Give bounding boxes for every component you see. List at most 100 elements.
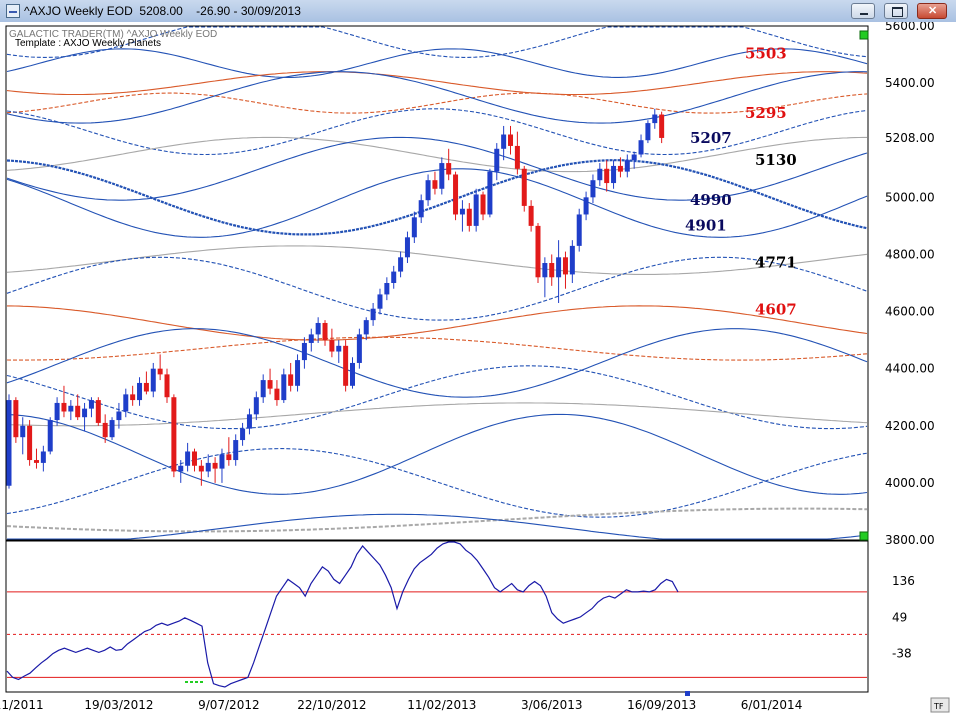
candle [384, 277, 390, 301]
tf-badge[interactable] [930, 697, 950, 713]
candle [659, 111, 665, 144]
date-tick-label: 28/11/2011 [0, 698, 44, 712]
cycle-line [6, 108, 868, 156]
date-axis: 28/11/2011 19/03/2012 9/07/2012 22/10/2012 1… [0, 698, 802, 712]
cycle-line [6, 168, 868, 238]
level-labels: 5503 5295 5207 5130 4990 4901 4771 4607 [685, 45, 797, 319]
candle [329, 328, 335, 358]
close-icon[interactable] [917, 3, 947, 19]
candle [480, 191, 486, 221]
candle [267, 368, 273, 395]
candle [102, 414, 108, 443]
candle [68, 400, 74, 421]
candle [6, 394, 12, 489]
candle [13, 397, 19, 443]
price-tick-label: 4600.00 [885, 305, 935, 319]
candle [391, 265, 397, 289]
candle [212, 457, 218, 483]
candle [33, 448, 39, 469]
bottom-scroll-marker-icon[interactable] [859, 531, 869, 541]
price-tick-label: 4200.00 [885, 419, 935, 433]
candle [597, 163, 603, 186]
candle [61, 385, 67, 418]
candle [315, 317, 321, 343]
price-tick-label: 5000.00 [885, 190, 935, 204]
candle [576, 208, 582, 252]
level-label: 4990 [690, 191, 732, 209]
candle [542, 257, 548, 298]
level-label: 5295 [745, 104, 787, 122]
date-tick-label: 11/02/2013 [407, 698, 476, 712]
top-scroll-marker-icon[interactable] [859, 30, 869, 40]
price-tick-label: 4800.00 [885, 247, 935, 261]
candle [562, 251, 568, 289]
indicator-tick-label: 136 [892, 574, 915, 588]
candle [418, 194, 424, 224]
candle [178, 460, 184, 483]
candle [508, 125, 514, 155]
minimize-icon[interactable] [851, 3, 875, 19]
candle [624, 154, 630, 178]
candle [301, 337, 307, 369]
candle [343, 340, 349, 392]
candle [233, 434, 239, 466]
candle [494, 143, 500, 181]
price-tick-label: 5208.00 [885, 131, 935, 145]
candle [143, 371, 149, 395]
cycle-line [6, 507, 868, 533]
cycle-line [6, 256, 868, 321]
candle [473, 188, 479, 232]
candle [631, 151, 637, 169]
candle [191, 448, 197, 472]
candle [150, 362, 156, 398]
candle [432, 171, 438, 195]
candle [253, 391, 259, 421]
candle [466, 203, 472, 232]
maximize-icon[interactable] [884, 3, 908, 19]
candle [27, 420, 33, 466]
cycle-line [6, 71, 868, 124]
candle [219, 448, 225, 483]
candle [645, 120, 651, 144]
candle [54, 397, 60, 426]
candle [123, 388, 129, 418]
candle [569, 240, 575, 283]
candle [109, 417, 115, 441]
candle [583, 191, 589, 221]
candle [487, 168, 493, 218]
price-tick-label: 3800.00 [885, 533, 935, 547]
date-tick-label: 22/10/2012 [297, 698, 366, 712]
oscillator-path [6, 541, 679, 688]
date-tick-label: 16/09/2013 [627, 698, 696, 712]
cycle-line [6, 136, 867, 173]
candle [590, 174, 596, 204]
candle [453, 171, 459, 221]
candle [638, 134, 644, 158]
candle [446, 148, 452, 181]
level-label: 4901 [685, 217, 727, 235]
date-tick-label: 9/07/2012 [198, 698, 260, 712]
candle [459, 200, 465, 232]
indicator-axis: 136 49 -38 [892, 574, 915, 661]
chart-app-icon[interactable] [6, 4, 20, 18]
candle [288, 362, 294, 392]
cycle-line [7, 513, 868, 540]
window-title: ^AXJO Weekly EOD 5208.00 -26.90 - 30/09/… [24, 4, 301, 18]
candle [350, 357, 355, 389]
candle [95, 397, 101, 426]
candle [116, 402, 122, 429]
candle [274, 380, 280, 406]
candle [549, 254, 555, 286]
candle [617, 157, 623, 178]
title-bar[interactable]: ^AXJO Weekly EOD 5208.00 -26.90 - 30/09/… [0, 0, 956, 23]
candle [528, 200, 534, 232]
level-label: 4771 [755, 254, 797, 272]
candle [246, 408, 252, 435]
chart-area[interactable]: 5503 5295 5207 5130 4990 4901 4771 4607 5600.00… [0, 22, 956, 720]
candle [556, 240, 562, 303]
price-tick-label: 4000.00 [885, 476, 935, 490]
cycle-line [6, 159, 868, 236]
tf-badge-label: TF [933, 702, 944, 711]
candle [652, 108, 658, 129]
candle [281, 368, 287, 403]
